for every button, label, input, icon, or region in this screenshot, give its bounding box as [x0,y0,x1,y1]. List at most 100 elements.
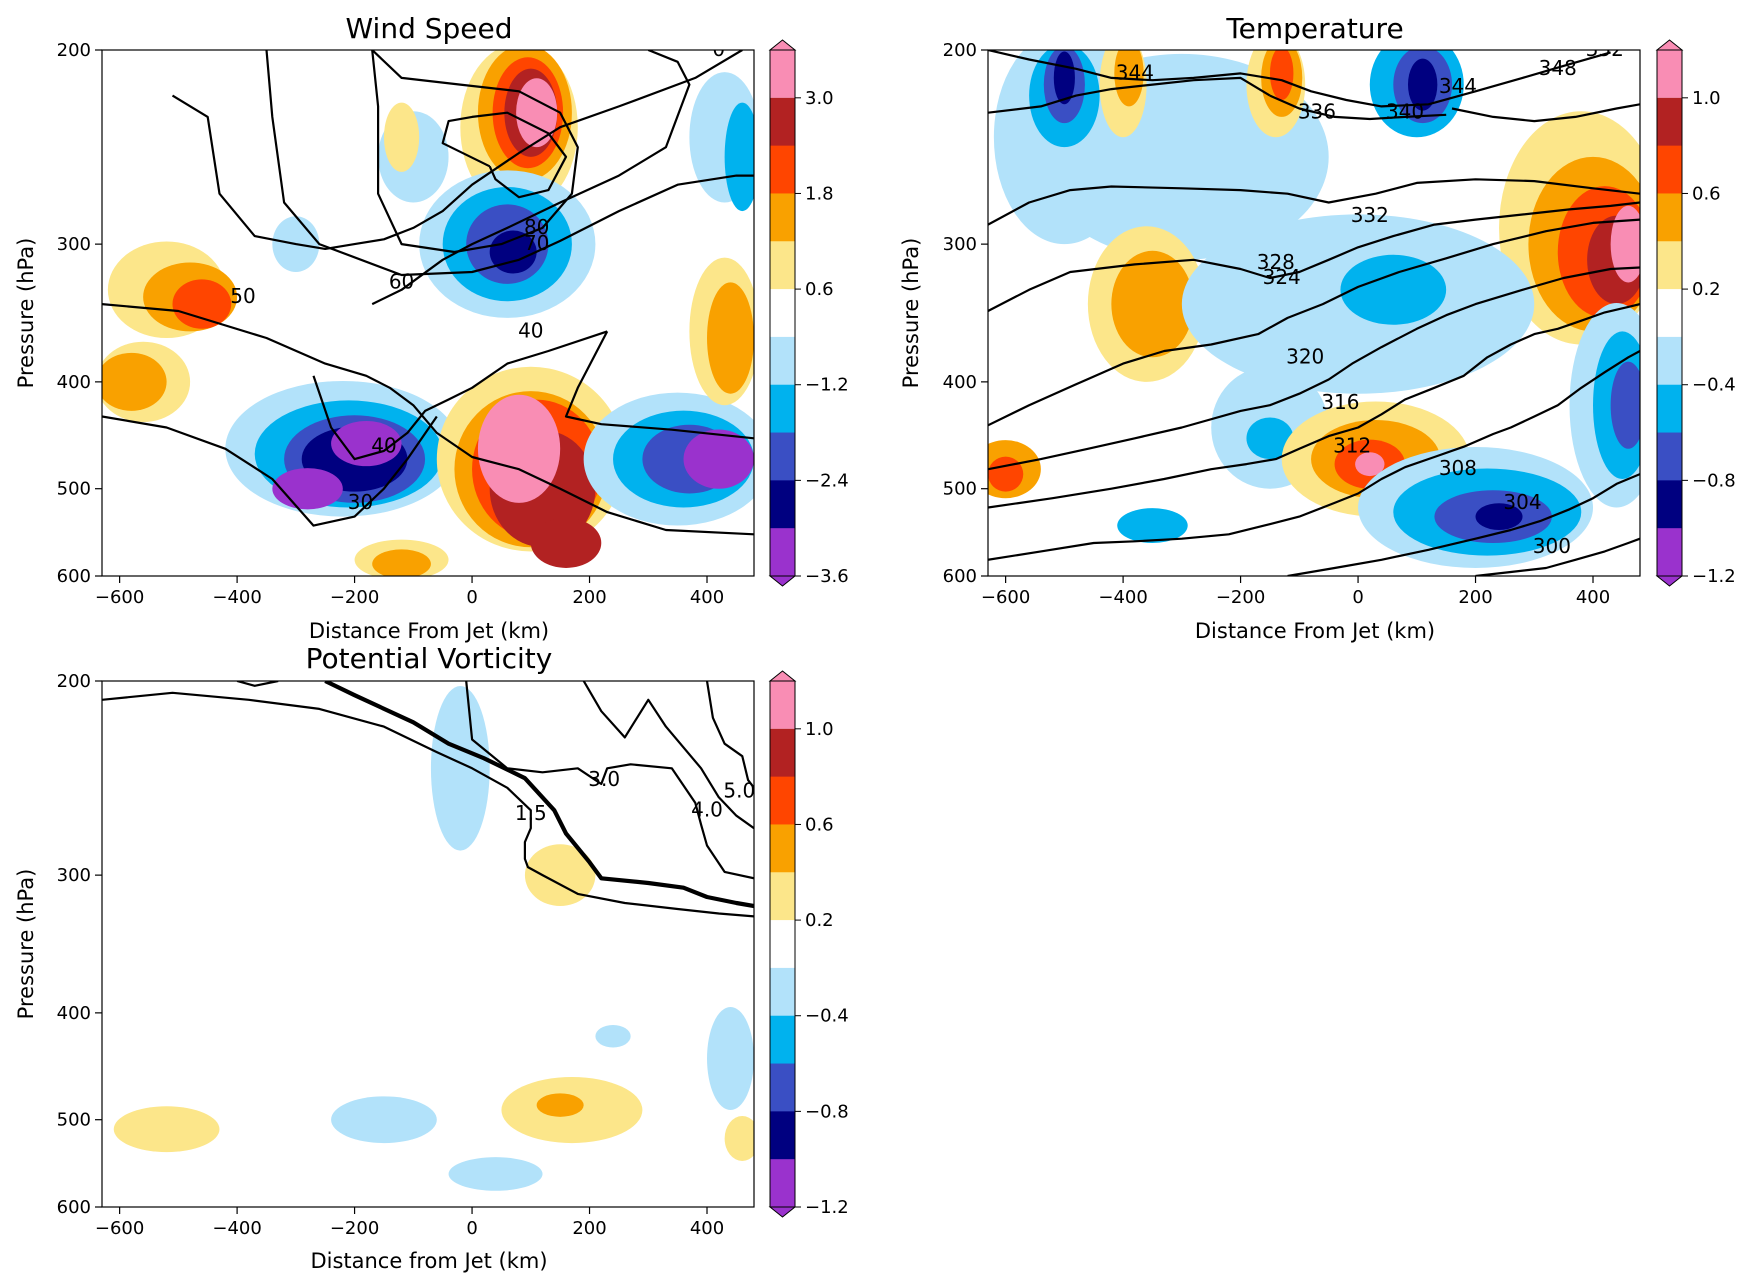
anomaly-contour [1340,254,1447,325]
colorbar-frame [769,680,796,1208]
anomaly-contour [524,844,596,907]
colorbar-segment [770,967,795,1017]
contour-line [582,681,754,830]
colorbar-frame [769,49,796,577]
contour-line [236,681,279,687]
y-tick-label: 500 [943,479,977,500]
x-tick-label: 0 [1352,587,1363,608]
x-axis-label: Distance from Jet (km) [310,1249,547,1273]
y-tick-label: 200 [57,671,91,692]
contour-line [988,178,1640,226]
colorbar-tick-label: −1.2 [1692,566,1736,587]
contour-line [564,330,754,440]
anomaly-contour [1610,205,1640,283]
anomaly-contour [536,1093,584,1117]
anomaly-contour [988,456,1024,492]
colorbar: 1.0 0.6 0.2 −0.4 −0.8 −1.2 [768,670,849,1218]
contour-line [705,681,754,789]
x-tick-label: 200 [572,1218,606,1239]
axes-frame [101,49,755,577]
colorbar-segment [1657,480,1682,529]
colorbar-segment [1657,50,1682,98]
y-tick-label: 600 [943,566,977,587]
colorbar-segment [770,1063,795,1112]
wind-speed-panel: Wind Speed Distance From Jet (km) Pressu… [14,12,849,643]
x-tick-label: 400 [690,1218,724,1239]
colorbar-tick-label: 0.6 [805,814,834,835]
anomaly-contour [448,1157,543,1191]
contour-fill-layer [988,50,1640,576]
colorbar-tick-label: −1.2 [805,1197,849,1218]
colorbar-segment [770,241,795,290]
temperature-panel: Temperature Distance From Jet (km) Press… [899,12,1736,643]
anomaly-contour [172,279,232,329]
contour-label: 308 [1439,456,1477,480]
x-tick-label: −400 [212,587,261,608]
colorbar-segment [770,480,795,529]
colorbar-extend-max [768,39,797,51]
contour-line [102,691,754,918]
y-tick-label: 200 [57,40,91,61]
y-tick-label: 600 [57,566,91,587]
x-tick-label: −200 [1216,587,1265,608]
colorbar-tick-label: 1.0 [1692,88,1721,109]
contour-label: 3.0 [588,767,620,791]
colorbar-segment [770,97,795,147]
colorbar-segment [1657,97,1682,147]
contour-line [171,50,743,250]
x-tick-label: −200 [330,587,379,608]
contour-line [312,330,608,461]
y-tick-label: 400 [943,372,977,393]
y-tick-label: 300 [943,234,977,255]
panel-title: Potential Vorticity [306,642,553,675]
contour-line [988,266,1640,471]
colorbar-segment [770,193,795,242]
contour-label: 320 [1286,344,1324,368]
y-tick-label: 500 [57,1110,91,1131]
axes-frame [987,49,1641,577]
colorbar-segment [770,145,795,194]
anomaly-contour [383,102,420,172]
anomaly-contour [113,1106,220,1153]
x-tick-label: 200 [1458,587,1492,608]
anomaly-contour [707,1006,754,1111]
line-contour-layer: 1.5 3.0 4.05.0 [102,681,754,918]
colorbar-segment [1657,384,1682,434]
contour-line [988,350,1640,561]
contour-line [1287,473,1640,576]
anomaly-contour [1610,361,1640,449]
panel-title: Temperature [1225,12,1403,45]
colorbar-tick-label: −0.8 [805,1101,849,1122]
anomaly-contour [430,686,490,851]
anomaly-contour [477,394,561,503]
contour-label: 304 [1503,490,1541,514]
colorbar-segment [770,432,795,481]
anomaly-contour [683,429,754,489]
colorbar-tick-label: 0.6 [805,279,834,300]
y-tick-label: 400 [57,1003,91,1024]
contour-fill-layer [102,681,754,1207]
x-tick-label: −600 [95,1218,144,1239]
colorbar-tick-label: 3.0 [805,88,834,109]
colorbar-extend-max [1655,39,1684,51]
contour-line [988,201,1640,312]
anomaly-contour [724,1116,754,1161]
colorbar: 1.0 0.6 0.2 −0.4 −0.8 −1.2 [1655,39,1736,587]
colorbar-tick-label: −0.4 [805,1006,849,1027]
contour-label: 332 [1351,203,1389,227]
colorbar-tick-label: −2.4 [805,470,849,491]
anomaly-contour [489,230,537,274]
contour-label: 312 [1333,434,1371,458]
colorbar-segment [770,1159,795,1207]
colorbar-extend-max [768,670,797,682]
contour-line [102,415,438,527]
contour-label: 324 [1263,265,1301,289]
potential-vorticity-panel: Potential Vorticity Distance from Jet (k… [14,642,849,1273]
colorbar-segment [770,50,795,98]
colorbar-tick-label: −3.6 [805,566,849,587]
anomaly-contour [331,420,402,467]
contour-line [1269,94,1447,121]
y-tick-label: 500 [57,479,91,500]
